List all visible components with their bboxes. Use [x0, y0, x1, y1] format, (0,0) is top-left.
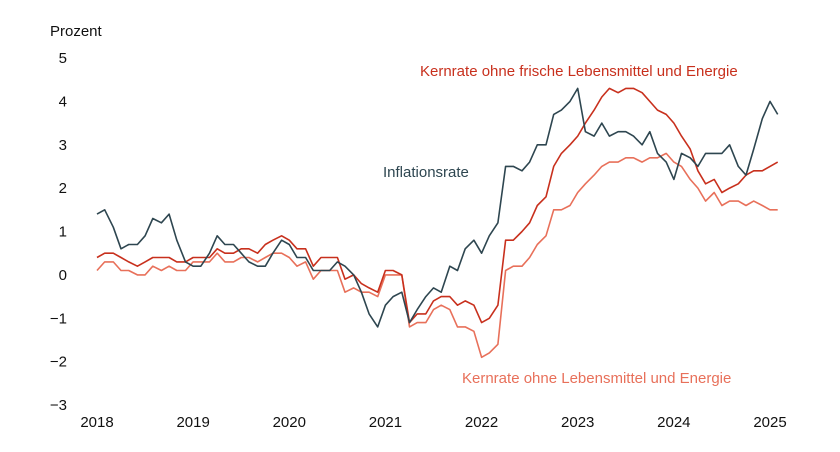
y-tick-label: 5 [59, 50, 67, 67]
y-axis-tick-labels: 5 4 3 2 1 0 −1 −2 −3 [50, 50, 67, 414]
y-tick-label: −3 [50, 397, 67, 414]
x-tick-label: 2023 [561, 414, 594, 431]
y-tick-label: −1 [50, 310, 67, 327]
series-label-kernrate-ohne-frische-lebensmittel-und-energie: Kernrate ohne frische Lebensmittel und E… [420, 63, 738, 80]
x-axis-tick-labels: 2018 2019 2020 2021 2022 2023 2024 2025 [80, 414, 786, 431]
y-tick-label: 0 [59, 267, 67, 284]
x-tick-label: 2024 [657, 414, 690, 431]
y-axis-title: Prozent [50, 23, 103, 40]
x-tick-label: 2021 [369, 414, 402, 431]
series-label-inflationsrate: Inflationsrate [383, 164, 469, 181]
x-tick-label: 2025 [753, 414, 786, 431]
series-line [96, 87, 779, 328]
x-tick-label: 2018 [80, 414, 113, 431]
y-tick-label: 4 [59, 93, 67, 110]
y-tick-label: 3 [59, 137, 67, 154]
series-line [96, 152, 778, 359]
series-lines [96, 87, 779, 359]
y-tick-label: 2 [59, 180, 67, 197]
x-tick-label: 2022 [465, 414, 498, 431]
series-label-kernrate-ohne-lebensmittel-und-energie: Kernrate ohne Lebensmittel und Energie [462, 370, 731, 387]
x-tick-label: 2019 [176, 414, 209, 431]
y-tick-label: −2 [50, 354, 67, 371]
series-line [96, 87, 779, 324]
x-tick-label: 2020 [273, 414, 306, 431]
series-labels: Inflationsrate Kernrate ohne frische Leb… [383, 63, 738, 387]
y-tick-label: 1 [59, 224, 67, 241]
